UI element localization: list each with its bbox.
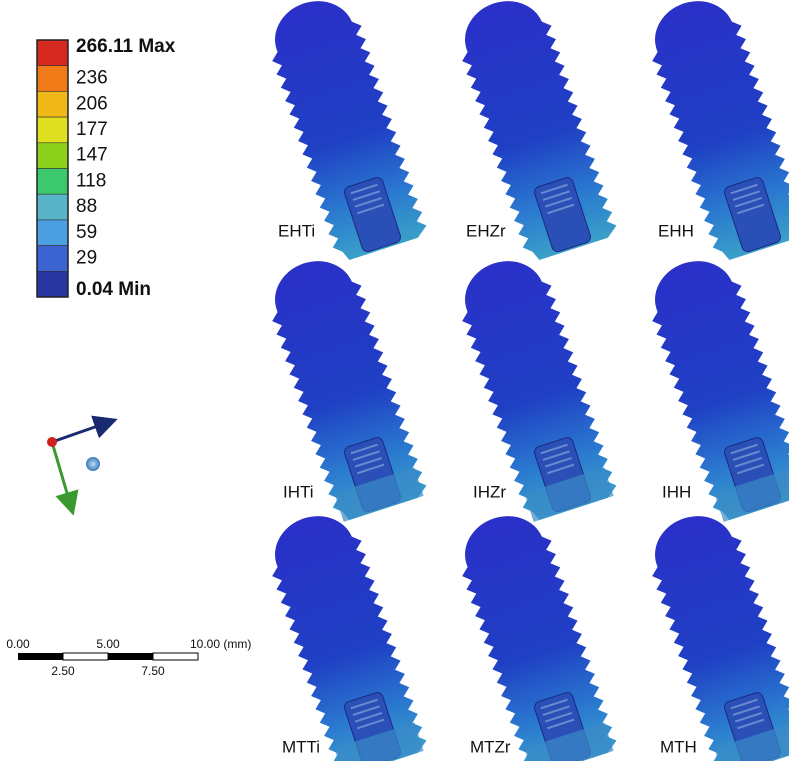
legend-swatch [37,91,68,117]
legend-swatch [37,194,68,220]
legend-swatch [37,117,68,143]
legend-swatch [37,220,68,246]
legend-swatch [37,143,68,169]
implant [448,504,619,761]
panel-label: IHH [662,482,691,501]
legend-swatch [37,271,68,297]
legend-label: 118 [76,170,106,191]
panel-label: IHZr [473,482,506,501]
panel-label: IHTi [283,482,314,501]
scale-label: 0.00 [6,637,30,651]
scale-label: 2.50 [51,664,75,678]
implant-body [448,504,619,761]
scale-label: 7.50 [141,664,165,678]
panel-label: EHTi [278,221,315,240]
legend-label: 59 [76,222,97,243]
panel-label: MTZr [470,737,511,756]
implant [638,504,789,761]
implant [258,504,429,761]
figure: 0.00 5.00 10.00 (mm) 2.50 7.50 266.11 Ma… [0,0,789,761]
scale-label: 10.00 (mm) [190,637,251,651]
legend-label: 206 [76,93,108,114]
implant-body [258,504,429,761]
scale-bar: 0.00 5.00 10.00 (mm) 2.50 7.50 [6,637,251,678]
legend-label: 29 [76,247,97,268]
legend-label: 0.04 Min [76,279,151,300]
legend-swatch [37,66,68,92]
legend-swatch [37,40,68,66]
panel-label: MTTi [282,737,320,756]
legend-swatch [37,246,68,272]
implant [638,249,789,524]
legend-label: 147 [76,145,108,166]
legend-label: 88 [76,196,97,217]
panel-label: EHZr [466,221,506,240]
legend-label: 236 [76,68,108,89]
triad [47,421,112,510]
legend-label: 177 [76,119,108,140]
scale-label: 5.00 [96,637,120,651]
legend-label: 266.11 Max [76,36,176,57]
legend-swatch [37,169,68,195]
panel-label: MTH [660,737,697,756]
panel-label: EHH [658,221,694,240]
